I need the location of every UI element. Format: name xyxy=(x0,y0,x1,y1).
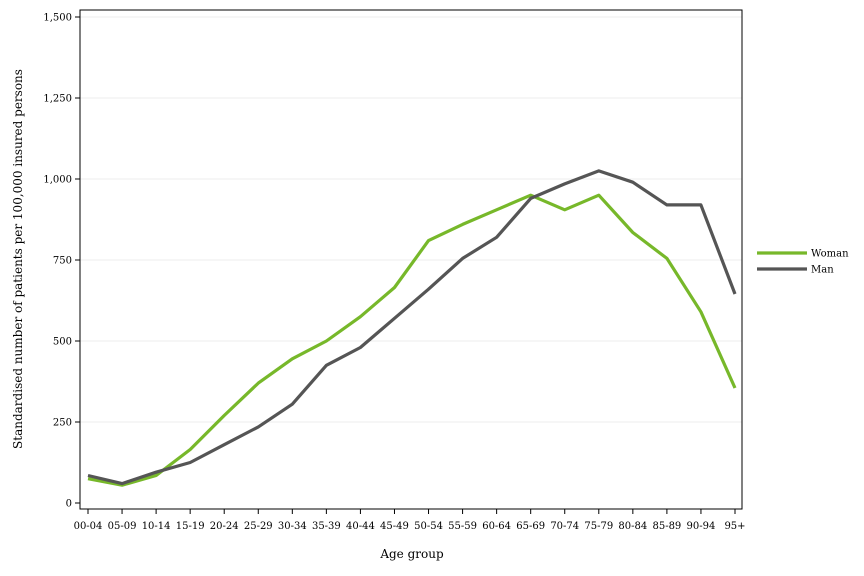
x-tick-label: 50-54 xyxy=(414,521,443,532)
x-tick-label: 20-24 xyxy=(210,521,239,532)
y-axis-ticks: 0 250 500 750 1,000 1,250 1,500 xyxy=(43,13,80,510)
x-tick-label: 15-19 xyxy=(176,521,205,532)
x-axis-title: Age group xyxy=(379,547,444,561)
y-tick-label: 250 xyxy=(53,418,72,429)
x-tick-label: 65-69 xyxy=(516,521,545,532)
x-axis-ticks: 00-04 05-09 10-14 15-19 20-24 25-29 30-34 35-39… xyxy=(74,509,746,532)
x-tick-label: 00-04 xyxy=(74,521,103,532)
legend: Woman Man xyxy=(757,249,849,276)
y-tick-label: 1,000 xyxy=(43,175,72,186)
grid-lines xyxy=(80,16,742,423)
x-tick-label: 45-49 xyxy=(380,521,409,532)
x-tick-label: 60-64 xyxy=(482,521,511,532)
series-line-man xyxy=(87,169,737,486)
y-tick-label: 0 xyxy=(66,499,72,510)
x-tick-label: 30-34 xyxy=(278,521,307,532)
legend-label-man: Man xyxy=(811,265,834,276)
x-tick-label: 10-14 xyxy=(142,521,171,532)
y-tick-label: 1,500 xyxy=(43,13,72,24)
x-tick-label: 75-79 xyxy=(584,521,613,532)
x-tick-label: 55-59 xyxy=(448,521,477,532)
x-tick-label: 70-74 xyxy=(550,521,579,532)
x-tick-label: 05-09 xyxy=(108,521,137,532)
y-tick-label: 750 xyxy=(53,256,72,267)
x-tick-label: 35-39 xyxy=(312,521,341,532)
y-axis-title: Standardised number of patients per 100,… xyxy=(11,69,25,449)
x-tick-label: 40-44 xyxy=(346,521,375,532)
y-tick-label: 500 xyxy=(53,337,72,348)
x-tick-label: 80-84 xyxy=(618,521,647,532)
x-tick-label: 90-94 xyxy=(687,521,716,532)
x-tick-label: 25-29 xyxy=(244,521,273,532)
series-lines xyxy=(87,169,737,487)
x-tick-label: 95+ xyxy=(724,521,745,532)
legend-label-woman: Woman xyxy=(811,249,849,260)
x-tick-label: 85-89 xyxy=(652,521,681,532)
y-tick-label: 1,250 xyxy=(43,94,72,105)
series-line-woman xyxy=(87,193,737,487)
